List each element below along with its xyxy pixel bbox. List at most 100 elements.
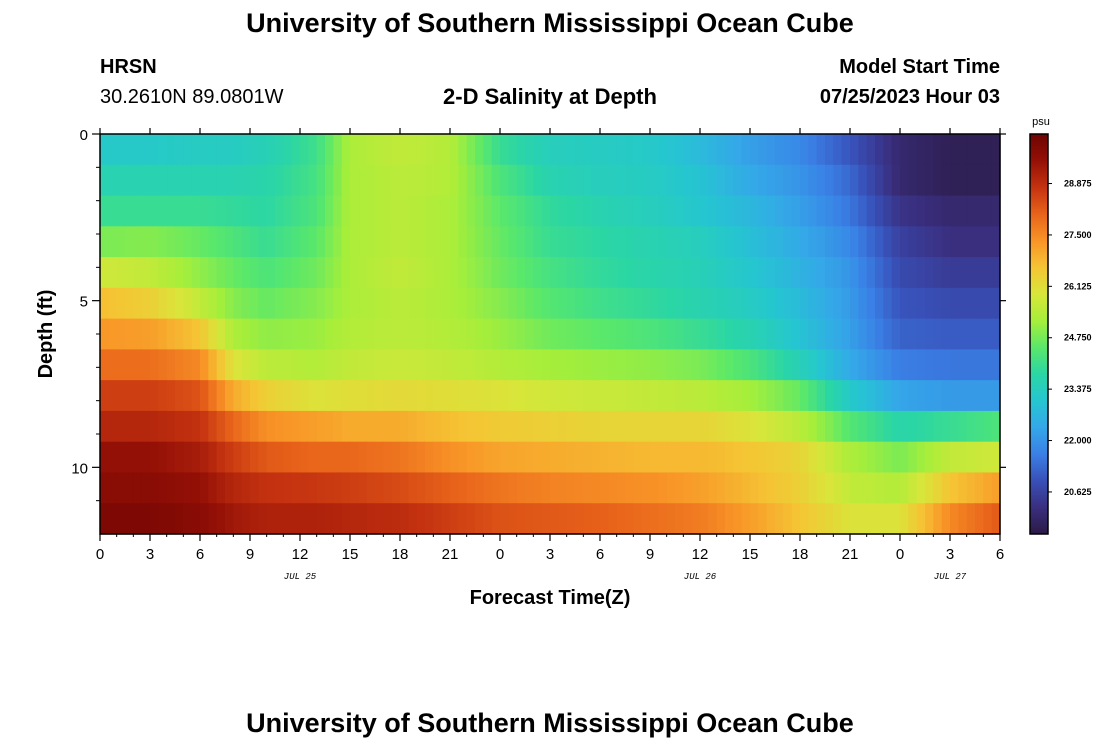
heatmap-cell — [566, 287, 576, 320]
salinity-heatmap-chart: 0 3 6 9 12 15 18 21 0 3 6 9 12 15 18 21 0 3 6 JUL 25 JUL 26 J… — [35, 116, 1092, 609]
heatmap-cell — [733, 134, 743, 166]
heatmap-cell — [783, 472, 793, 504]
heatmap-cell — [425, 287, 434, 320]
heatmap-cell — [250, 257, 259, 289]
heatmap-cell — [225, 195, 234, 227]
heatmap-cell — [308, 134, 318, 166]
heatmap-cell — [550, 503, 559, 535]
heatmap-cell — [875, 164, 884, 197]
heatmap-cell — [966, 164, 976, 197]
heatmap-cell — [300, 410, 309, 443]
heatmap-cell — [891, 287, 901, 320]
heatmap-cell — [841, 257, 851, 289]
heatmap-cell — [500, 318, 509, 350]
heatmap-cell — [241, 226, 251, 258]
heatmap-cell — [808, 503, 818, 535]
heatmap-cell — [241, 257, 251, 289]
heatmap-cell — [433, 257, 443, 289]
heatmap-cell — [516, 380, 526, 412]
heatmap-cell — [225, 226, 234, 258]
heatmap-cell — [966, 472, 976, 504]
heatmap-cell — [941, 349, 951, 381]
heatmap-cell — [541, 226, 551, 258]
heatmap-cell — [975, 441, 984, 474]
heatmap-cell — [625, 226, 634, 258]
heatmap-cell — [441, 349, 451, 381]
heatmap-cell — [966, 318, 976, 350]
heatmap-cell — [825, 349, 834, 381]
heatmap-cell — [925, 503, 934, 535]
heatmap-cell — [991, 349, 1001, 381]
heatmap-cell — [475, 226, 484, 258]
heatmap-cell — [758, 226, 768, 258]
heatmap-cell — [725, 503, 734, 535]
heatmap-cell — [166, 503, 176, 535]
heatmap-cell — [375, 257, 384, 289]
heatmap-cell — [258, 410, 268, 443]
heatmap-cell — [475, 441, 484, 474]
heatmap-cell — [200, 441, 209, 474]
heatmap-cell — [666, 195, 676, 227]
heatmap-cell — [950, 195, 959, 227]
heatmap-cell — [550, 318, 559, 350]
heatmap-cell — [358, 164, 368, 197]
heatmap-cell — [350, 503, 359, 535]
heatmap-cell — [558, 195, 568, 227]
heatmap-cell — [166, 287, 176, 320]
heatmap-cell — [991, 472, 1001, 504]
heatmap-cell — [625, 472, 634, 504]
heatmap-cell — [358, 472, 368, 504]
heatmap-cell — [125, 349, 134, 381]
heatmap-cell — [575, 257, 584, 289]
heatmap-cell — [366, 226, 376, 258]
heatmap-cell — [858, 257, 868, 289]
heatmap-cell — [341, 441, 351, 474]
heatmap-cell — [416, 472, 426, 504]
heatmap-cell — [400, 349, 409, 381]
heatmap-cell — [391, 318, 401, 350]
heatmap-cell — [525, 410, 534, 443]
heatmap-cell — [633, 318, 643, 350]
heatmap-cell — [158, 287, 168, 320]
heatmap-cell — [283, 226, 293, 258]
heatmap-cell — [508, 226, 518, 258]
heatmap-cell — [358, 287, 368, 320]
heatmap-cell — [658, 380, 668, 412]
heatmap-cell — [758, 134, 768, 166]
heatmap-cell — [683, 472, 693, 504]
heatmap-cell — [341, 380, 351, 412]
heatmap-cell — [241, 134, 251, 166]
heatmap-cell — [750, 195, 759, 227]
heatmap-cell — [825, 503, 834, 535]
heatmap-cell — [466, 164, 476, 197]
heatmap-cell — [816, 472, 826, 504]
heatmap-cell — [616, 318, 626, 350]
heatmap-cell — [333, 287, 343, 320]
heatmap-cell — [883, 380, 893, 412]
heatmap-cell — [633, 380, 643, 412]
heatmap-cell — [891, 134, 901, 166]
heatmap-cell — [116, 410, 126, 443]
heatmap-cell — [100, 503, 109, 535]
heatmap-cell — [408, 410, 418, 443]
heatmap-cell — [833, 441, 843, 474]
heatmap-cell — [433, 472, 443, 504]
heatmap-cell — [925, 380, 934, 412]
heatmap-cell — [733, 318, 743, 350]
heatmap-cell — [275, 195, 284, 227]
heatmap-cell — [841, 287, 851, 320]
heatmap-cell — [966, 134, 976, 166]
heatmap-cell — [833, 195, 843, 227]
heatmap-cell — [891, 164, 901, 197]
heatmap-cell — [950, 472, 959, 504]
heatmap-cell — [600, 257, 609, 289]
heatmap-cell — [950, 318, 959, 350]
heatmap-cell — [283, 164, 293, 197]
heatmap-cell — [141, 287, 151, 320]
heatmap-cell — [441, 195, 451, 227]
heatmap-cell — [450, 349, 459, 381]
heatmap-cell — [750, 164, 759, 197]
heatmap-cell — [441, 380, 451, 412]
heatmap-cell — [166, 380, 176, 412]
heatmap-cell — [783, 441, 793, 474]
